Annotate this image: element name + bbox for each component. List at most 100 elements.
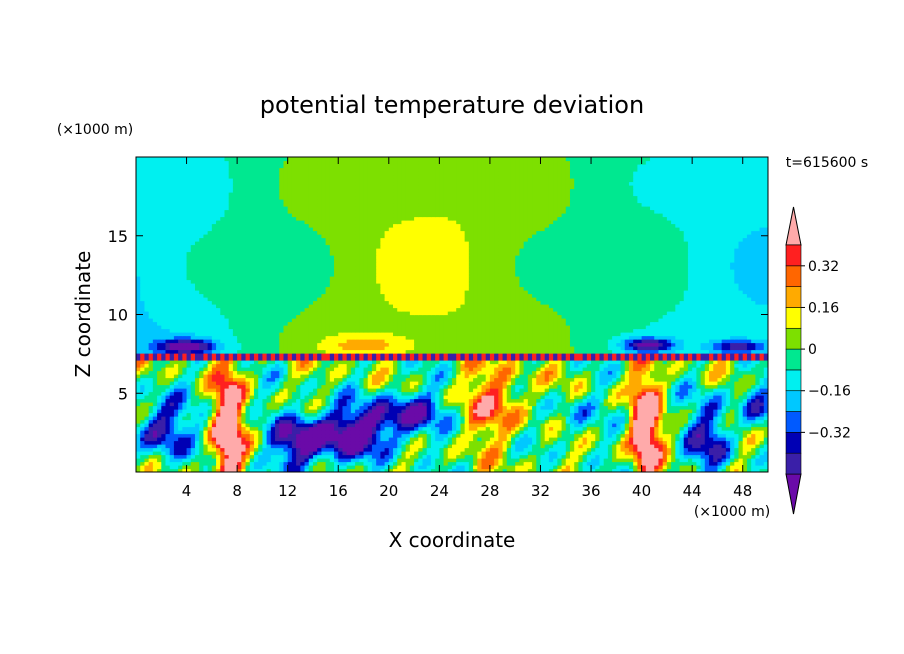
heatmap-cell	[220, 465, 226, 470]
heatmap-cell	[342, 377, 348, 382]
heatmap-cell	[317, 395, 322, 400]
heatmap-cell	[485, 412, 491, 417]
heatmap-cell	[388, 377, 394, 382]
heatmap-cell	[397, 426, 403, 431]
heatmap-cell	[194, 444, 200, 449]
heatmap-cell	[624, 405, 630, 410]
heatmap-cell	[178, 384, 183, 389]
heatmap-cell	[586, 454, 592, 459]
heatmap-cell	[435, 384, 440, 389]
heatmap-cell	[527, 430, 533, 435]
heatmap-cell	[591, 402, 596, 407]
heatmap-cell	[456, 384, 462, 389]
heatmap-cell	[633, 458, 638, 463]
heatmap-cell	[152, 356, 158, 361]
heatmap-cell	[287, 409, 293, 414]
heatmap-cell	[730, 444, 735, 449]
heatmap-cell	[409, 374, 415, 379]
heatmap-cell	[430, 416, 436, 421]
heatmap-cell	[237, 374, 242, 379]
heatmap-cell	[262, 447, 268, 452]
heatmap-cell	[489, 381, 495, 386]
heatmap-cell	[624, 433, 630, 438]
heatmap-cell	[709, 391, 714, 396]
heatmap-cell	[426, 433, 432, 438]
heatmap-cell	[456, 451, 462, 456]
heatmap-cell	[473, 412, 478, 417]
heatmap-cell	[393, 416, 398, 421]
heatmap-cell	[409, 367, 415, 372]
heatmap-cell	[384, 468, 390, 472]
heatmap-cell	[376, 451, 381, 456]
heatmap-cell	[506, 391, 512, 396]
heatmap-cell	[616, 451, 622, 456]
heatmap-cell	[544, 437, 550, 442]
heatmap-cell	[359, 444, 365, 449]
heatmap-cell	[742, 395, 748, 400]
heatmap-cell	[279, 377, 285, 382]
heatmap-cell	[650, 391, 655, 396]
heatmap-cell	[405, 384, 411, 389]
heatmap-cell	[203, 391, 209, 396]
heatmap-cell	[376, 374, 381, 379]
heatmap-cell	[759, 433, 765, 438]
heatmap-cell	[312, 444, 318, 449]
heatmap-cell	[287, 437, 293, 442]
heatmap-cell	[304, 388, 310, 393]
heatmap-cell	[342, 402, 348, 407]
heatmap-cell	[751, 398, 756, 403]
heatmap-cell	[599, 367, 605, 372]
heatmap-cell	[561, 405, 567, 410]
heatmap-cell	[704, 419, 710, 424]
heatmap-cell	[182, 367, 188, 372]
heatmap-cell	[342, 398, 348, 403]
heatmap-cell	[607, 440, 613, 445]
heatmap-cell	[405, 416, 411, 421]
heatmap-cell	[730, 363, 735, 368]
heatmap-cell	[203, 363, 209, 368]
heatmap-cell	[262, 454, 268, 459]
heatmap-cell	[498, 440, 504, 445]
heatmap-cell	[620, 377, 626, 382]
heatmap-cell	[452, 451, 457, 456]
heatmap-cell	[228, 363, 234, 368]
heatmap-cell	[730, 437, 735, 442]
heatmap-cell	[666, 405, 672, 410]
heatmap-cell	[548, 465, 554, 470]
heatmap-cell	[300, 384, 306, 389]
heatmap-cell	[485, 409, 491, 414]
heatmap-cell	[182, 374, 188, 379]
heatmap-cell	[586, 384, 592, 389]
heatmap-cell	[591, 391, 596, 396]
heatmap-cell	[144, 454, 150, 459]
heatmap-cell	[270, 388, 276, 393]
heatmap-cell	[603, 388, 609, 393]
heatmap-cell	[527, 419, 533, 424]
heatmap-cell	[211, 409, 217, 414]
heatmap-cell	[338, 384, 344, 389]
heatmap-cell	[291, 377, 297, 382]
heatmap-cell	[439, 405, 445, 410]
heatmap-cell	[515, 398, 521, 403]
heatmap-cell	[666, 374, 672, 379]
heatmap-cell	[540, 433, 546, 438]
heatmap-cell	[296, 353, 301, 358]
heatmap-cell	[473, 402, 478, 407]
heatmap-cell	[207, 426, 213, 431]
heatmap-cell	[270, 416, 276, 421]
heatmap-cell	[211, 398, 217, 403]
heatmap-cell	[725, 451, 731, 456]
heatmap-cell	[237, 363, 242, 368]
heatmap-cell	[687, 384, 693, 389]
heatmap-cell	[452, 458, 457, 463]
heatmap-cell	[527, 426, 533, 431]
heatmap-cell	[304, 458, 310, 463]
heatmap-cell	[704, 426, 710, 431]
heatmap-cell	[237, 353, 242, 358]
heatmap-cell	[510, 409, 516, 414]
heatmap-cell	[266, 391, 272, 396]
heatmap-cell	[586, 447, 592, 452]
heatmap-cell	[207, 356, 213, 361]
heatmap-cell	[157, 395, 162, 400]
heatmap-cell	[287, 468, 293, 472]
